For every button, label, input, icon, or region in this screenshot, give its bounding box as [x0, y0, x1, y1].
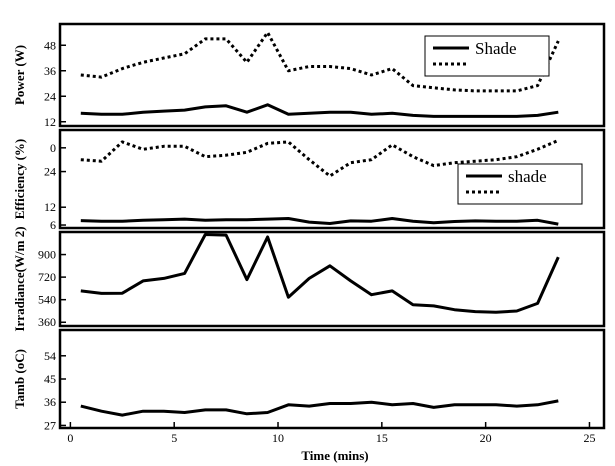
chart-panels: 12 24 36 48 Power (W) Shade 6 12 24 0 Efficiency (… — [12, 22, 606, 432]
series-line-solid — [80, 233, 560, 314]
y-tick-label: 360 — [38, 315, 56, 329]
x-tick-label: 25 — [583, 431, 595, 445]
y-tick-label: 720 — [38, 270, 56, 284]
panel-irradiance: 360 540 720 900 Irradiance(W/m 2) — [12, 226, 606, 332]
legend-box — [457, 163, 583, 205]
x-axis: Time (mins) 0 5 10 15 20 25 — [67, 422, 595, 463]
panel-frame — [58, 128, 606, 230]
x-tick-label: 20 — [480, 431, 492, 445]
y-tick-label: 24 — [44, 165, 56, 179]
y-tick-label: 24 — [44, 89, 56, 103]
legend-label: shade — [508, 167, 547, 186]
x-tick-label: 5 — [171, 431, 177, 445]
y-axis-label: Irradiance(W/m 2) — [12, 226, 27, 331]
y-tick-label: 900 — [38, 248, 56, 262]
series-line-dotted — [80, 139, 559, 178]
y-tick-label: 0 — [50, 141, 56, 155]
legend-box — [424, 35, 550, 77]
y-tick-label: 36 — [44, 395, 56, 409]
y-tick-label: 540 — [38, 293, 56, 307]
x-tick-label: 0 — [67, 431, 73, 445]
y-tick-label: 12 — [44, 115, 56, 129]
y-tick-label: 12 — [44, 200, 56, 214]
panel-frame — [58, 230, 606, 328]
legend-label: Shade — [475, 39, 517, 58]
panel-frame — [58, 22, 606, 128]
y-tick-label: 6 — [50, 218, 56, 232]
y-tick-label: 27 — [44, 418, 56, 432]
panel-frame — [58, 328, 606, 430]
x-tick-label: 10 — [272, 431, 284, 445]
series-line-dotted — [80, 31, 560, 93]
legend: shade — [457, 163, 583, 205]
series-line-solid — [80, 399, 559, 417]
y-axis-label: Power (W) — [12, 45, 27, 105]
series-line-solid — [80, 217, 559, 226]
y-tick-label: 45 — [44, 372, 56, 386]
panel-power: 12 24 36 48 Power (W) Shade — [12, 22, 606, 129]
y-tick-label: 54 — [44, 349, 56, 363]
panel-tamb: 27 36 45 54 Tamb (oC) — [12, 328, 606, 432]
panel-efficiency: 6 12 24 0 Efficiency (%) shade — [12, 128, 606, 232]
y-tick-label: 36 — [44, 64, 56, 78]
x-axis-label: Time (mins) — [301, 448, 368, 463]
series-line-solid — [80, 103, 559, 118]
legend: Shade — [424, 35, 550, 77]
y-tick-label: 48 — [44, 38, 56, 52]
y-axis-label: Tamb (oC) — [12, 349, 27, 409]
x-tick-label: 15 — [376, 431, 388, 445]
y-axis-label: Efficiency (%) — [12, 139, 27, 220]
